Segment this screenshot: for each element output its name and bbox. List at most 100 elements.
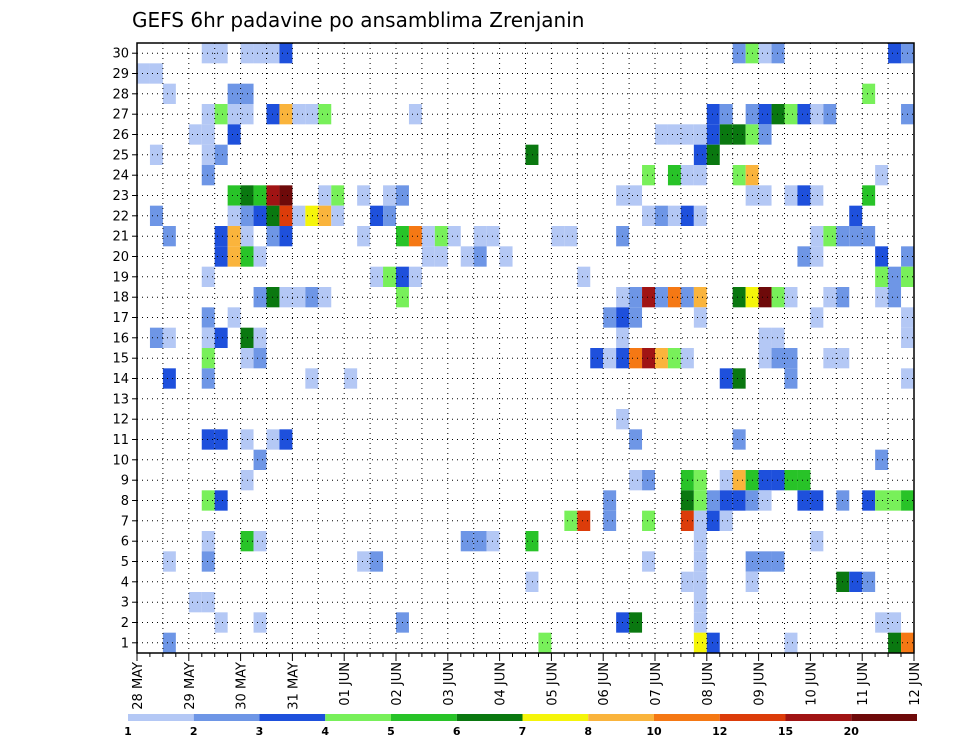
colorbar-label: 6 bbox=[453, 725, 461, 738]
heatmap-cell bbox=[642, 470, 655, 491]
heatmap-cell bbox=[162, 226, 176, 247]
heatmap-cell bbox=[279, 287, 293, 308]
heatmap-cell bbox=[810, 531, 824, 552]
heatmap-cell bbox=[797, 490, 811, 511]
heatmap-cell bbox=[253, 327, 267, 348]
heatmap-cell bbox=[629, 185, 643, 206]
heatmap-cell bbox=[292, 104, 306, 125]
colorbar-label: 7 bbox=[519, 725, 527, 738]
y-tick-label: 7 bbox=[121, 514, 129, 529]
heatmap-cell bbox=[758, 470, 772, 491]
heatmap-cell bbox=[408, 226, 422, 247]
heatmap-cell bbox=[875, 490, 889, 511]
x-tick-label: 02 JUN bbox=[390, 662, 405, 706]
colorbar-label: 4 bbox=[321, 725, 329, 738]
heatmap-cell bbox=[447, 226, 461, 247]
heatmap-cell bbox=[253, 287, 267, 308]
heatmap-cell bbox=[810, 246, 824, 267]
heatmap-cell bbox=[862, 571, 876, 592]
heatmap-cell bbox=[655, 348, 668, 369]
heatmap-cell bbox=[797, 470, 811, 491]
heatmap-cell bbox=[849, 205, 863, 226]
heatmap-cell bbox=[719, 470, 733, 491]
heatmap-cell bbox=[408, 104, 422, 125]
heatmap-cell bbox=[201, 429, 215, 450]
heatmap-cell bbox=[525, 571, 539, 592]
heatmap-cell bbox=[797, 185, 811, 206]
x-tick-label: 28 MAY bbox=[131, 662, 146, 710]
heatmap-cell bbox=[370, 266, 384, 287]
colorbar-label: 10 bbox=[646, 725, 662, 738]
y-tick-label: 17 bbox=[112, 311, 129, 326]
heatmap-cell bbox=[642, 348, 655, 369]
heatmap-cell bbox=[888, 490, 902, 511]
heatmap-cell bbox=[875, 266, 889, 287]
heatmap-cell bbox=[357, 185, 371, 206]
heatmap-cell bbox=[693, 592, 707, 613]
x-tick-label: 07 JUN bbox=[649, 662, 664, 706]
heatmap-cell bbox=[421, 246, 435, 267]
y-tick-label: 12 bbox=[112, 413, 129, 428]
colorbar-swatch bbox=[654, 714, 720, 721]
heatmap-cell bbox=[642, 165, 655, 186]
heatmap-cell bbox=[434, 226, 448, 247]
y-axis: 1234567891011121314151617181920212223242… bbox=[112, 47, 137, 651]
heatmap-cell bbox=[201, 348, 215, 369]
x-tick-label: 31 MAY bbox=[286, 662, 301, 710]
heatmap-cell bbox=[693, 632, 707, 653]
heatmap-cell bbox=[667, 205, 681, 226]
heatmap-cell bbox=[642, 551, 655, 572]
heatmap-cell bbox=[214, 490, 228, 511]
heatmap-cell bbox=[253, 205, 267, 226]
heatmap-cell bbox=[784, 368, 798, 389]
heatmap-cell bbox=[706, 104, 720, 125]
colorbar-swatch bbox=[851, 714, 917, 721]
heatmap-cell bbox=[137, 63, 150, 84]
heatmap-cell bbox=[227, 307, 241, 328]
heatmap-cell bbox=[642, 287, 655, 308]
heatmap-cell bbox=[888, 43, 902, 64]
heatmap-cell bbox=[771, 470, 785, 491]
heatmap-cell bbox=[629, 470, 643, 491]
colorbar-legend: 1 2 3 4 5 6 7 8 10 12 15 20 bbox=[124, 714, 917, 738]
heatmap-cell bbox=[784, 185, 798, 206]
heatmap-cell bbox=[758, 104, 772, 125]
heatmap-cell bbox=[201, 490, 215, 511]
heatmap-cell bbox=[577, 510, 591, 531]
y-tick-label: 27 bbox=[112, 108, 129, 123]
heatmap-cell bbox=[875, 612, 889, 633]
heatmap-cell bbox=[201, 165, 215, 186]
heatmap-cell bbox=[693, 490, 707, 511]
heatmap-cell bbox=[771, 348, 785, 369]
heatmap-cell bbox=[201, 531, 215, 552]
heatmap-cell bbox=[667, 124, 681, 145]
heatmap-cell bbox=[214, 246, 228, 267]
heatmap-cell bbox=[784, 348, 798, 369]
heatmap-cell bbox=[383, 205, 396, 226]
heatmap-cell bbox=[292, 287, 306, 308]
heatmap-cell bbox=[758, 185, 772, 206]
heatmap-cell bbox=[693, 531, 707, 552]
heatmap-cell bbox=[162, 327, 176, 348]
heatmap-cell bbox=[525, 531, 539, 552]
heatmap-cell bbox=[758, 348, 772, 369]
heatmap-cell bbox=[849, 571, 863, 592]
heatmap-cell bbox=[201, 43, 215, 64]
heatmap-cell bbox=[771, 287, 785, 308]
x-axis: 28 MAY 29 MAY 30 MAY 31 MAY 01 JUN 02 JUN 03 J… bbox=[131, 653, 923, 710]
heatmap-cell bbox=[227, 246, 241, 267]
heatmap-cell bbox=[357, 551, 371, 572]
heatmap-cell bbox=[214, 104, 228, 125]
heatmap-cell bbox=[408, 266, 422, 287]
x-tick-label: 11 JUN bbox=[856, 662, 871, 706]
heatmap-cell bbox=[693, 205, 707, 226]
heatmap-cell bbox=[149, 327, 163, 348]
heatmap-cell bbox=[564, 226, 578, 247]
y-tick-label: 10 bbox=[112, 453, 129, 468]
heatmap-cell bbox=[784, 104, 798, 125]
heatmap-cell bbox=[784, 632, 798, 653]
heatmap-cell bbox=[201, 104, 215, 125]
colorbar-label: 2 bbox=[190, 725, 198, 738]
colorbar-swatch bbox=[128, 714, 194, 721]
x-tick-label: 06 JUN bbox=[597, 662, 612, 706]
